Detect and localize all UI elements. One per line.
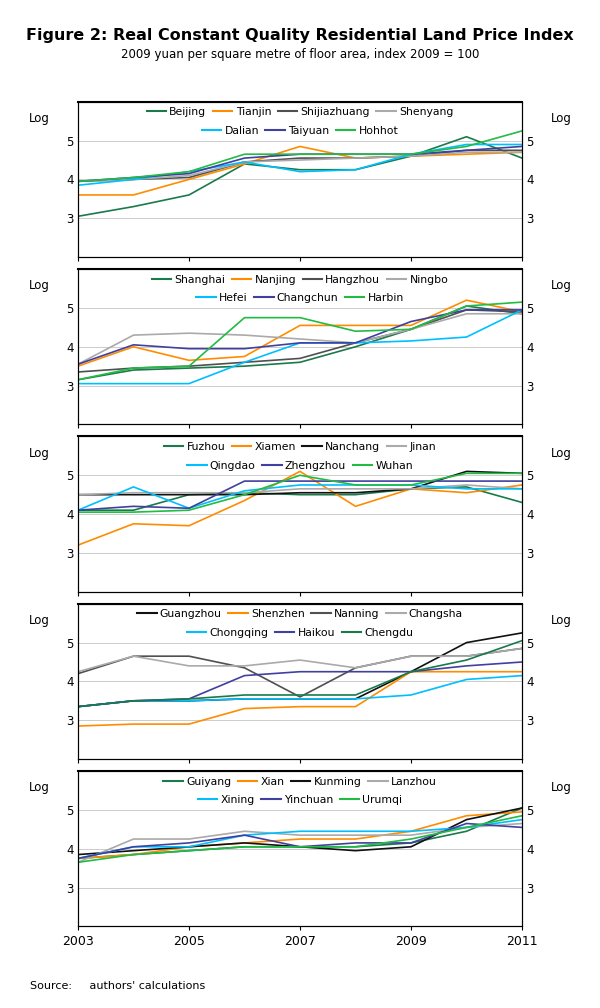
Text: Log: Log bbox=[551, 279, 571, 292]
Text: Log: Log bbox=[551, 614, 571, 627]
Text: 2009 yuan per square metre of floor area, index 2009 = 100: 2009 yuan per square metre of floor area… bbox=[121, 48, 479, 60]
Legend: Chongqing, Haikou, Chengdu: Chongqing, Haikou, Chengdu bbox=[182, 624, 418, 642]
Text: Source:     authors' calculations: Source: authors' calculations bbox=[30, 981, 205, 991]
Legend: Dalian, Taiyuan, Hohhot: Dalian, Taiyuan, Hohhot bbox=[197, 122, 403, 140]
Legend: Hefei, Changchun, Harbin: Hefei, Changchun, Harbin bbox=[192, 289, 408, 307]
Text: Log: Log bbox=[29, 447, 49, 460]
Text: Log: Log bbox=[551, 781, 571, 794]
Text: Log: Log bbox=[29, 614, 49, 627]
Text: Log: Log bbox=[29, 279, 49, 292]
Text: Log: Log bbox=[551, 447, 571, 460]
Text: Log: Log bbox=[29, 781, 49, 794]
Legend: Qingdao, Zhengzhou, Wuhan: Qingdao, Zhengzhou, Wuhan bbox=[182, 457, 418, 475]
Text: Figure 2: Real Constant Quality Residential Land Price Index: Figure 2: Real Constant Quality Resident… bbox=[26, 28, 574, 42]
Text: Log: Log bbox=[29, 112, 49, 125]
Legend: Xining, Yinchuan, Urumqi: Xining, Yinchuan, Urumqi bbox=[193, 791, 407, 809]
Text: Log: Log bbox=[551, 112, 571, 125]
